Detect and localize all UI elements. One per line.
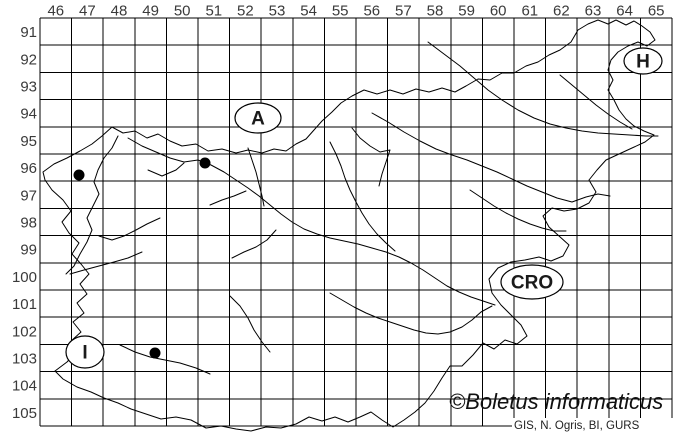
river-ledava [559,74,633,130]
row-label: 97 [20,187,37,204]
river-sora [209,190,247,206]
column-label: 49 [142,3,159,20]
country-letter-a: A [251,109,265,130]
row-label: 99 [20,242,37,259]
column-label: 59 [458,3,475,20]
river-ljubljanica [231,229,277,259]
column-label: 58 [427,3,444,20]
row-label: 93 [20,79,37,96]
row-label: 96 [20,160,37,177]
river-bohinjka [147,162,185,177]
credits-backdrop [512,418,678,432]
column-label: 62 [553,3,570,20]
country-labels: A H CRO I [65,47,663,369]
mtb-grid [39,17,673,427]
map-line-work [42,19,659,432]
column-label: 57 [395,3,412,20]
river-savinja [329,141,396,252]
river-kokra [247,147,265,207]
column-label: 55 [332,3,349,20]
country-letter-i: I [82,343,87,364]
column-label: 54 [300,3,317,20]
country-ellipse-a [234,102,282,134]
river-sava [127,137,496,306]
row-label: 103 [12,351,37,368]
column-labels: 46 47 48 49 50 51 52 53 54 55 56 57 58 59 60 61 62 63 64 65 [47,3,664,20]
row-label: 95 [20,133,37,150]
river-drava [371,112,611,203]
row-labels: 91 92 93 94 95 96 97 98 99 100 101 102 103 104 105 [12,24,37,422]
record-dot [73,169,85,181]
credits-text: GIS, N. Ogris, BI, GURS [514,420,640,432]
column-label: 53 [269,3,286,20]
column-label: 60 [490,3,507,20]
row-label: 101 [12,296,37,313]
river-vipava [69,251,143,275]
row-label: 94 [20,106,37,123]
row-label: 91 [20,24,37,41]
river-mura [427,41,659,137]
row-label: 98 [20,215,37,232]
row-label: 92 [20,51,37,68]
column-label: 63 [585,3,602,20]
attribution-text: ©Boletus informaticus [449,389,663,414]
row-label: 100 [12,269,37,286]
record-dot [199,157,211,169]
column-label: 48 [111,3,128,20]
row-label: 104 [12,378,37,395]
column-label: 61 [521,3,538,20]
country-ellipse-h [623,47,663,75]
row-label: 105 [12,405,37,422]
column-label: 52 [237,3,254,20]
column-label: 47 [79,3,96,20]
country-border [42,19,656,432]
river-pivka [229,295,271,353]
column-label: 50 [174,3,191,20]
column-label: 64 [616,3,633,20]
column-label: 65 [648,3,665,20]
country-ellipse-i [65,335,105,369]
river-reka [119,344,211,375]
country-ellipse-cro [500,264,564,300]
river-dravinja [469,189,567,232]
column-label: 51 [205,3,222,20]
row-label: 102 [12,323,37,340]
column-label: 46 [47,3,64,20]
river-idrijca [98,217,161,241]
river-savinja-trib [351,127,391,187]
river-soca [65,135,119,275]
record-dots [73,157,211,359]
river-krka [329,292,493,335]
record-dot [149,347,161,359]
country-letter-h: H [636,52,650,73]
country-letter-cro: CRO [511,273,553,294]
column-label: 56 [363,3,380,20]
